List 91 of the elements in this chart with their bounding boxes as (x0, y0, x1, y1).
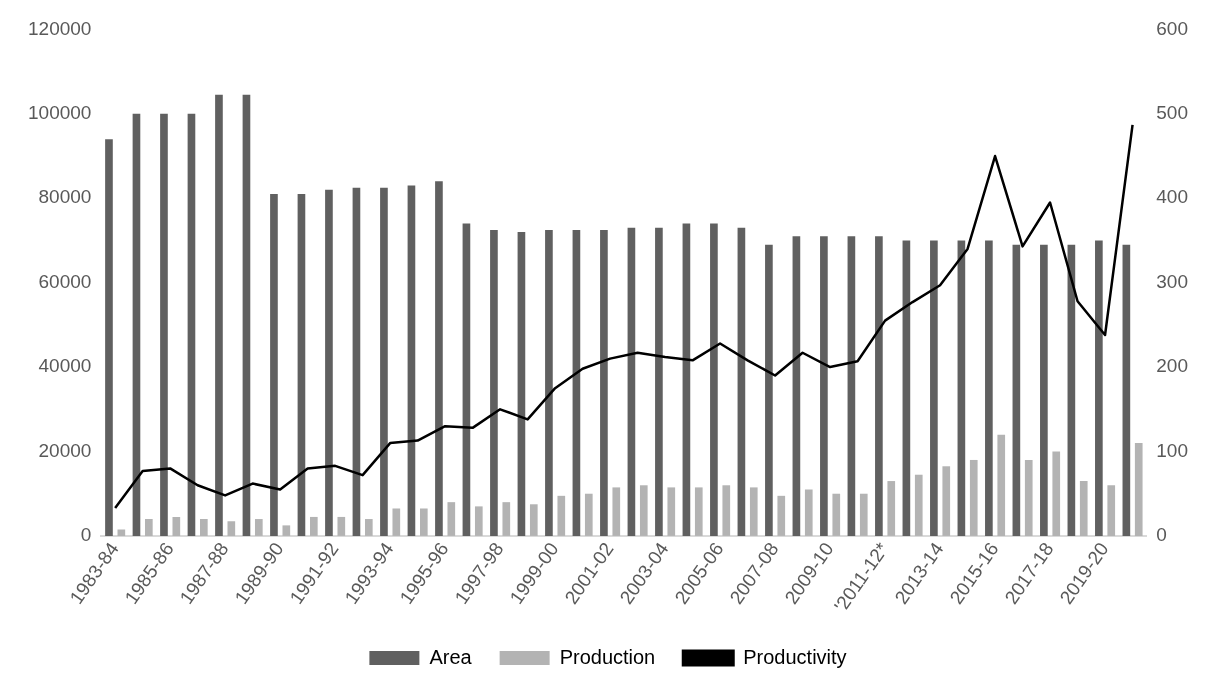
bar (557, 495, 566, 536)
bar (160, 113, 168, 536)
bar (1024, 459, 1033, 536)
bar (682, 223, 691, 536)
bar (572, 229, 581, 536)
bar (309, 516, 318, 536)
y2-tick-label: 500 (1156, 102, 1188, 124)
y-tick-label: 40000 (38, 355, 92, 377)
y-tick-label: 100000 (28, 102, 92, 124)
legend-label: Area (429, 645, 473, 668)
bar (474, 506, 483, 536)
y2-tick-label: 400 (1156, 186, 1188, 208)
bar (1107, 485, 1116, 536)
y2-tick-label: 100 (1156, 439, 1188, 461)
bar (694, 487, 703, 536)
y-tick-label: 80000 (38, 186, 92, 208)
bar (352, 187, 361, 536)
legend-label: Production (559, 645, 656, 668)
bar (667, 487, 676, 536)
bar (227, 521, 236, 536)
bar (710, 223, 718, 536)
bar (517, 232, 526, 536)
bar (502, 502, 511, 536)
bar (777, 495, 786, 536)
y-tick-label: 20000 (38, 439, 92, 461)
y2-tick-label: 600 (1156, 17, 1188, 39)
bar (1079, 481, 1088, 536)
bar (875, 236, 883, 536)
bar (902, 240, 911, 536)
bar (364, 519, 373, 536)
bar (612, 487, 621, 536)
bar (627, 227, 636, 536)
bar (1012, 244, 1021, 536)
bar (242, 94, 251, 536)
bar (337, 516, 346, 536)
bar (199, 519, 208, 536)
bar (997, 434, 1006, 536)
bar (600, 229, 608, 536)
bar (832, 493, 841, 536)
bar (914, 474, 923, 536)
bar (435, 181, 443, 536)
bar (490, 229, 498, 536)
bar (1134, 443, 1143, 536)
bar (1095, 240, 1103, 536)
bar (1052, 451, 1061, 536)
bar (529, 504, 538, 536)
bar (969, 459, 978, 536)
bar (215, 94, 223, 536)
y-tick-label: 0 (80, 524, 92, 546)
bar (737, 227, 746, 536)
y2-tick-label: 0 (1156, 524, 1167, 546)
bar (380, 187, 388, 536)
bar (1122, 244, 1131, 536)
bar (297, 194, 306, 536)
bar (639, 485, 648, 536)
bar (462, 223, 471, 536)
y2-tick-label: 300 (1156, 270, 1188, 292)
bar (584, 493, 593, 536)
y-tick-label: 120000 (28, 17, 92, 39)
bar (270, 194, 278, 536)
bar (985, 240, 993, 536)
bar (545, 229, 553, 536)
y2-tick-label: 200 (1156, 355, 1188, 377)
bar (804, 489, 813, 536)
bar (942, 466, 951, 536)
bar (392, 508, 401, 536)
bar (765, 244, 773, 536)
bar (407, 185, 416, 536)
bar (655, 227, 663, 536)
bar (957, 240, 966, 536)
bar (187, 113, 196, 536)
bar (820, 236, 828, 536)
bar (722, 485, 731, 536)
bar (447, 502, 456, 536)
bar (282, 525, 291, 536)
bar (1040, 244, 1048, 536)
bar (254, 519, 263, 536)
bar (930, 240, 938, 536)
bar (847, 236, 856, 536)
bar (749, 487, 758, 536)
legend-label: Productivity (743, 645, 847, 668)
y-tick-label: 60000 (38, 270, 92, 292)
bar (792, 236, 801, 536)
bar (325, 189, 333, 536)
bar (172, 516, 181, 536)
bar (132, 113, 141, 536)
bar (859, 493, 868, 536)
bar (887, 481, 896, 536)
bar (105, 139, 113, 536)
bar (145, 519, 153, 536)
bar (419, 508, 428, 536)
